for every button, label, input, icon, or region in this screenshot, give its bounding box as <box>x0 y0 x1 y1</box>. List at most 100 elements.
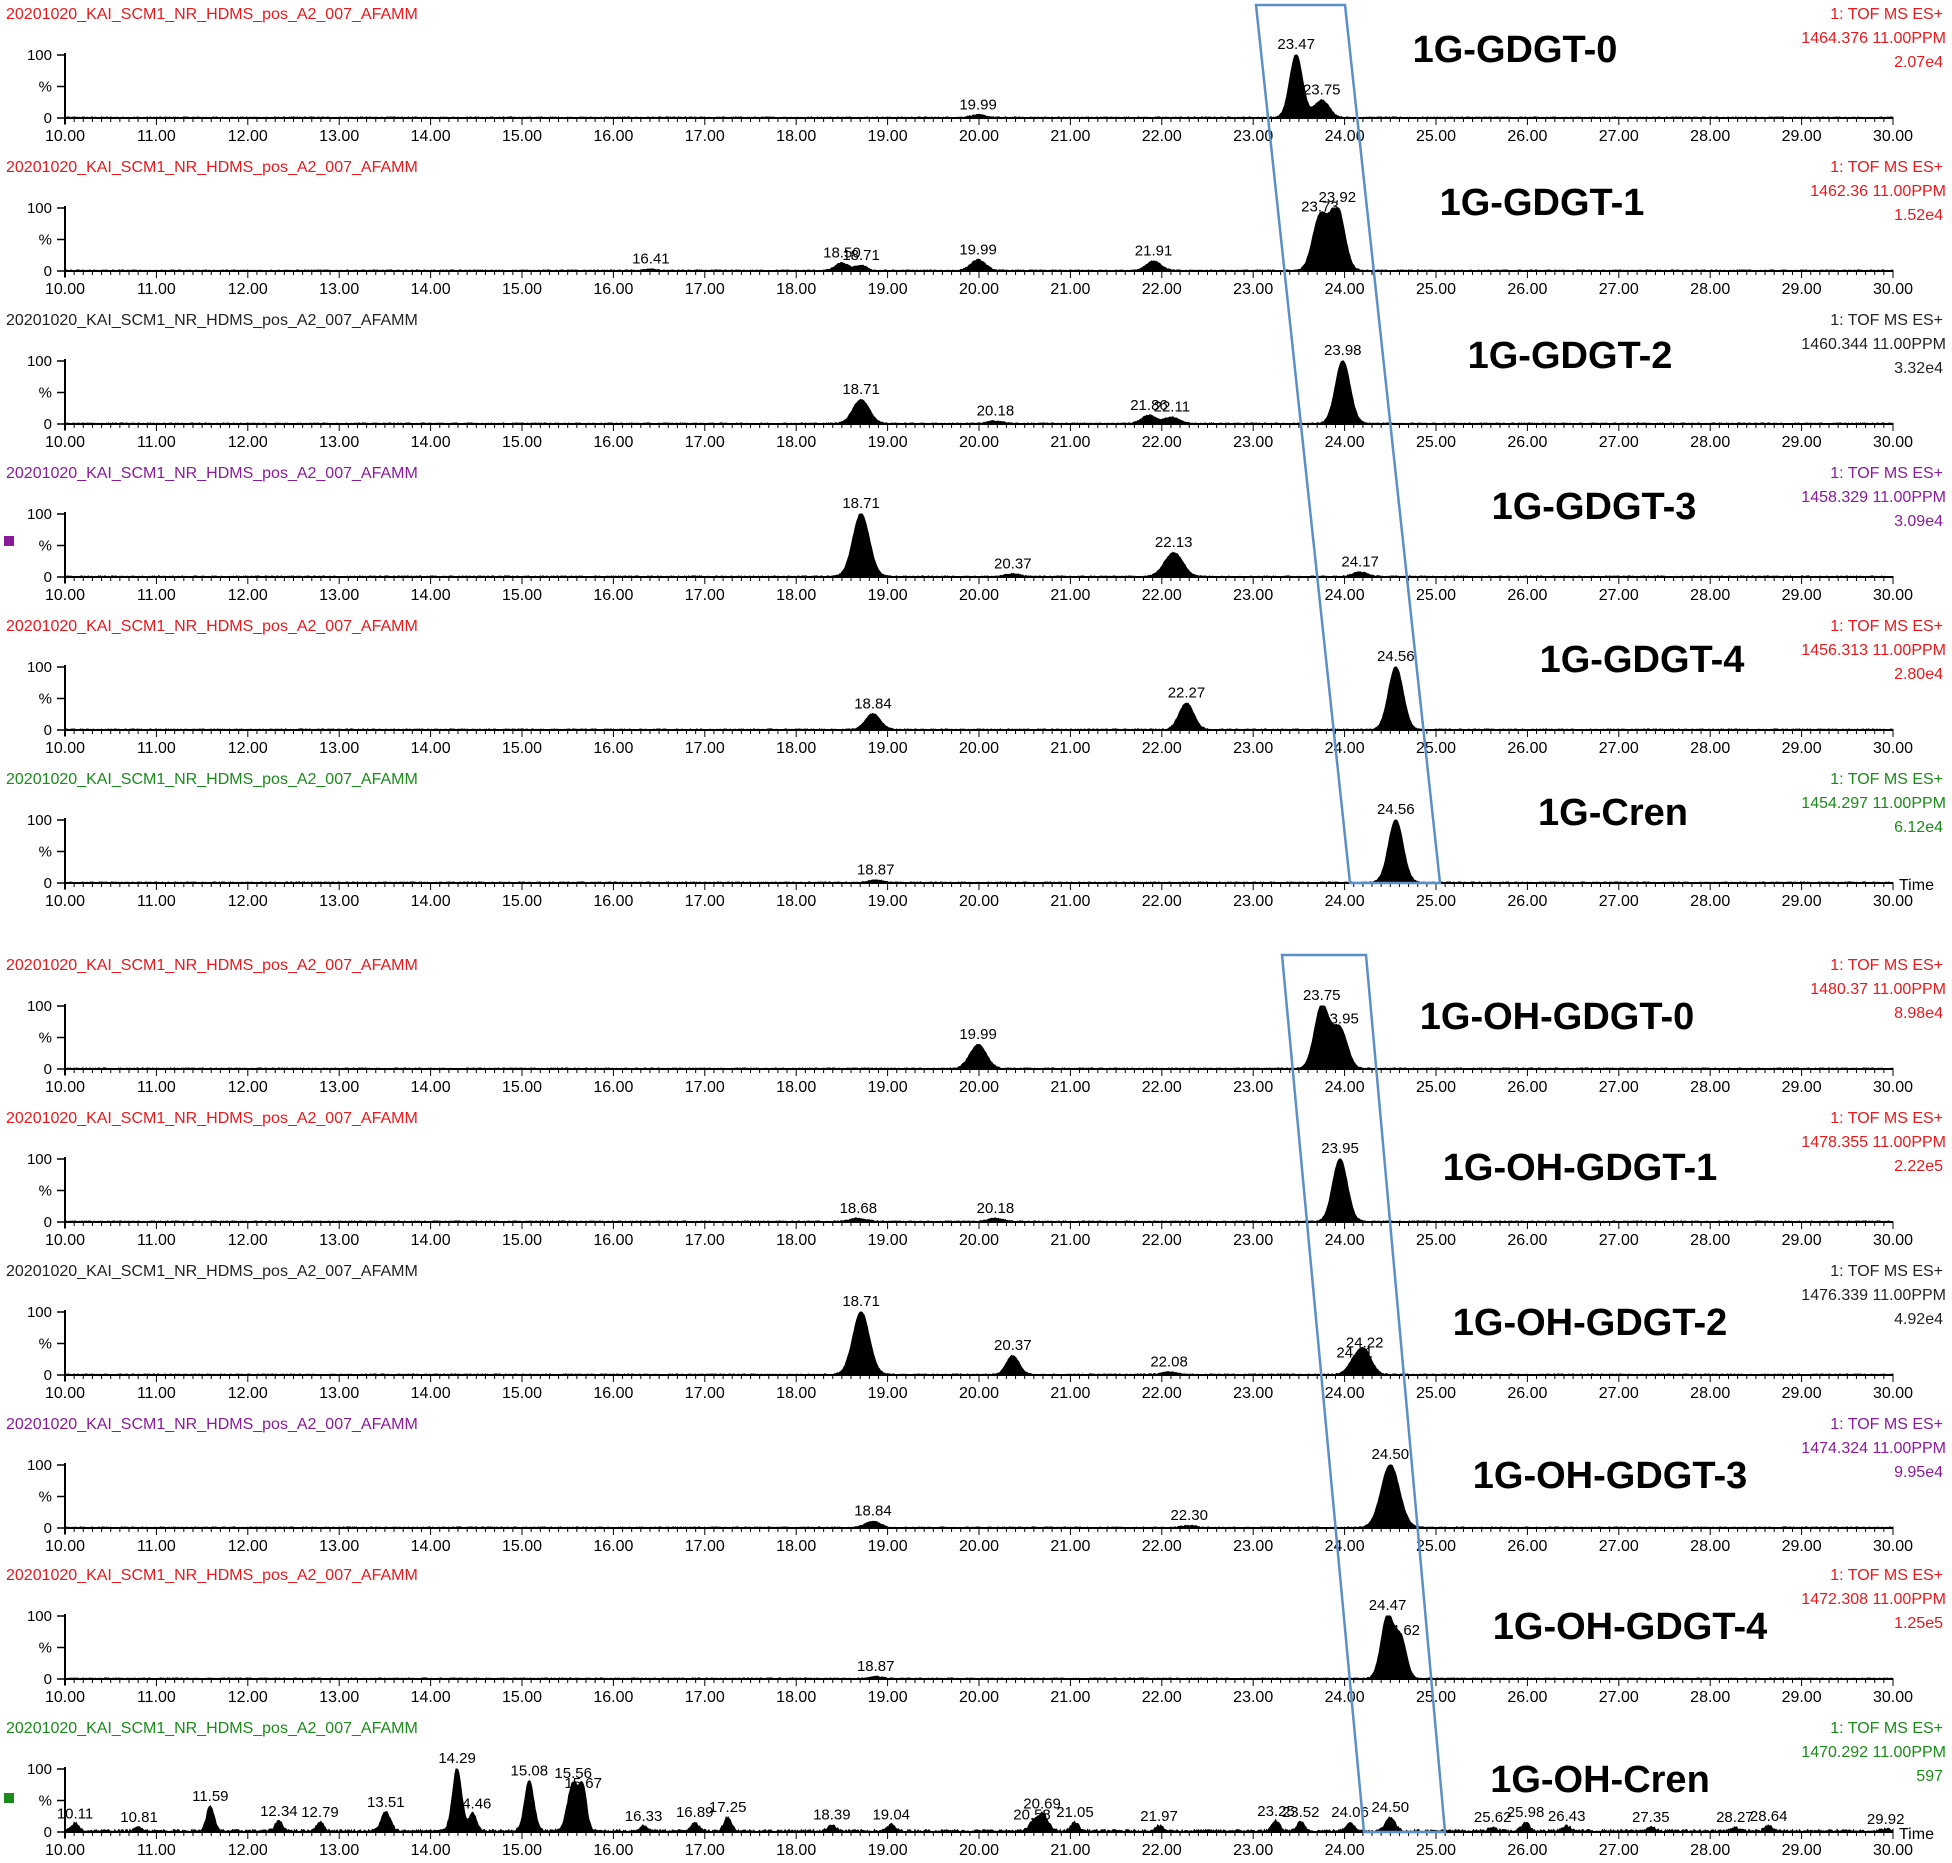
x-tick-label: 27.00 <box>1599 434 1639 451</box>
panel-mz-window: 1464.376 11.00PPM <box>1801 30 1946 47</box>
x-tick-label: 10.00 <box>45 1079 85 1096</box>
panel-mz-window: 1472.308 11.00PPM <box>1801 1591 1946 1608</box>
y-tick-label: 0 <box>44 1061 52 1078</box>
x-tick-label: 12.00 <box>228 740 268 757</box>
x-tick-label: 25.00 <box>1416 1538 1456 1555</box>
x-tick-label: 16.00 <box>593 587 633 604</box>
x-tick-label: 30.00 <box>1873 893 1913 910</box>
peak-label: 22.13 <box>1155 534 1193 551</box>
panel-scan-mode: 1: TOF MS ES+ <box>1830 6 1943 23</box>
x-tick-label: 13.00 <box>319 587 359 604</box>
panel-scan-mode: 1: TOF MS ES+ <box>1830 618 1943 635</box>
x-tick-label: 30.00 <box>1873 740 1913 757</box>
x-tick-label: 27.00 <box>1599 1385 1639 1402</box>
peak-label: 21.86 <box>1130 397 1168 414</box>
peak-label: 10.11 <box>57 1805 93 1822</box>
x-tick-label: 15.00 <box>502 740 542 757</box>
x-tick-label: 17.00 <box>685 1842 725 1859</box>
x-tick-label: 20.00 <box>959 893 999 910</box>
x-tick-label: 22.00 <box>1142 434 1182 451</box>
x-tick-label: 27.00 <box>1599 1842 1639 1859</box>
x-tick-label: 11.00 <box>137 1079 176 1096</box>
compound-name: 1G-GDGT-3 <box>1492 486 1697 528</box>
x-tick-label: 12.00 <box>228 587 268 604</box>
x-tick-label: 29.00 <box>1782 893 1822 910</box>
x-tick-label: 22.00 <box>1142 1232 1182 1249</box>
x-tick-label: 16.00 <box>593 1385 633 1402</box>
x-tick-label: 16.00 <box>593 1689 633 1706</box>
x-tick-label: 24.00 <box>1325 1079 1365 1096</box>
x-tick-label: 21.00 <box>1050 281 1090 298</box>
peak-label: 21.97 <box>1140 1808 1178 1825</box>
panel-scan-mode: 1: TOF MS ES+ <box>1830 1567 1943 1584</box>
x-tick-label: 29.00 <box>1782 1385 1822 1402</box>
peak-label: 24.47 <box>1369 1597 1407 1614</box>
panel-scan-mode: 1: TOF MS ES+ <box>1830 159 1943 176</box>
x-tick-label: 11.00 <box>137 587 176 604</box>
peak-label: 16.41 <box>632 251 670 268</box>
peak-label: 15.08 <box>511 1763 549 1780</box>
panel-file-name: 20201020_KAI_SCM1_NR_HDMS_pos_A2_007_AFA… <box>6 1567 418 1584</box>
x-tick-label: 26.00 <box>1507 1079 1547 1096</box>
x-tick-label: 25.00 <box>1416 434 1456 451</box>
x-tick-label: 17.00 <box>685 740 725 757</box>
compound-name: 1G-Cren <box>1538 792 1688 834</box>
peak-label: 16.33 <box>625 1808 663 1825</box>
y-tick-label: 0 <box>44 110 52 127</box>
x-tick-label: 10.00 <box>45 1538 85 1555</box>
x-tick-label: 25.00 <box>1416 1842 1456 1859</box>
peak-label: 18.71 <box>842 247 880 264</box>
x-tick-label: 25.00 <box>1416 587 1456 604</box>
x-tick-label: 11.00 <box>137 1538 176 1555</box>
y-tick-label: % <box>39 385 52 402</box>
y-tick-label: % <box>39 691 52 708</box>
panel-intensity: 2.80e4 <box>1894 666 1943 683</box>
x-tick-label: 27.00 <box>1599 1079 1639 1096</box>
x-tick-label: 22.00 <box>1142 281 1182 298</box>
y-tick-label: 100 <box>27 659 52 676</box>
retention-highlight-box <box>1280 953 1447 1834</box>
panel-mz-window: 1458.329 11.00PPM <box>1801 489 1946 506</box>
panel-mz-window: 1456.313 11.00PPM <box>1801 642 1946 659</box>
panel-file-name: 20201020_KAI_SCM1_NR_HDMS_pos_A2_007_AFA… <box>6 465 418 482</box>
compound-name: 1G-GDGT-4 <box>1540 639 1745 681</box>
trace-marker <box>4 536 14 546</box>
x-tick-label: 20.00 <box>959 1842 999 1859</box>
x-tick-label: 10.00 <box>45 281 85 298</box>
x-tick-label: 30.00 <box>1873 1842 1913 1859</box>
peak-label: 20.18 <box>977 402 1015 419</box>
x-tick-label: 18.00 <box>776 1842 816 1859</box>
x-tick-label: 27.00 <box>1599 893 1639 910</box>
x-tick-label: 28.00 <box>1690 1538 1730 1555</box>
peak-label: 18.87 <box>857 1658 895 1675</box>
x-tick-label: 19.00 <box>868 740 908 757</box>
x-tick-label: 27.00 <box>1599 1232 1639 1249</box>
x-tick-label: 23.00 <box>1233 1079 1273 1096</box>
y-tick-label: 100 <box>27 1151 52 1168</box>
peak-label: 27.35 <box>1632 1809 1670 1826</box>
x-tick-label: 13.00 <box>319 281 359 298</box>
peak-label: 28.64 <box>1750 1808 1788 1825</box>
y-tick-label: 100 <box>27 1304 52 1321</box>
y-tick-label: 0 <box>44 1214 52 1231</box>
x-tick-label: 13.00 <box>319 1079 359 1096</box>
y-tick-label: 100 <box>27 200 52 217</box>
x-tick-label: 17.00 <box>685 1232 725 1249</box>
x-tick-label: 25.00 <box>1416 740 1456 757</box>
x-tick-label: 26.00 <box>1507 587 1547 604</box>
x-tick-label: 12.00 <box>228 1538 268 1555</box>
peak-label: 14.29 <box>438 1750 476 1767</box>
peak-label: 23.95 <box>1321 1010 1359 1027</box>
peak-label: 23.47 <box>1277 36 1315 53</box>
peak-label: 24.50 <box>1372 1446 1410 1463</box>
peak-label: 24.62 <box>1382 1622 1420 1639</box>
x-tick-label: 13.00 <box>319 1385 359 1402</box>
peak-label: 21.05 <box>1056 1804 1094 1821</box>
x-tick-label: 13.00 <box>319 434 359 451</box>
x-tick-label: 23.00 <box>1233 281 1273 298</box>
x-tick-label: 24.00 <box>1325 740 1365 757</box>
x-tick-label: 26.00 <box>1507 740 1547 757</box>
peak-label: 24.56 <box>1377 648 1415 665</box>
x-tick-label: 16.00 <box>593 128 633 145</box>
x-tick-label: 12.00 <box>228 1232 268 1249</box>
